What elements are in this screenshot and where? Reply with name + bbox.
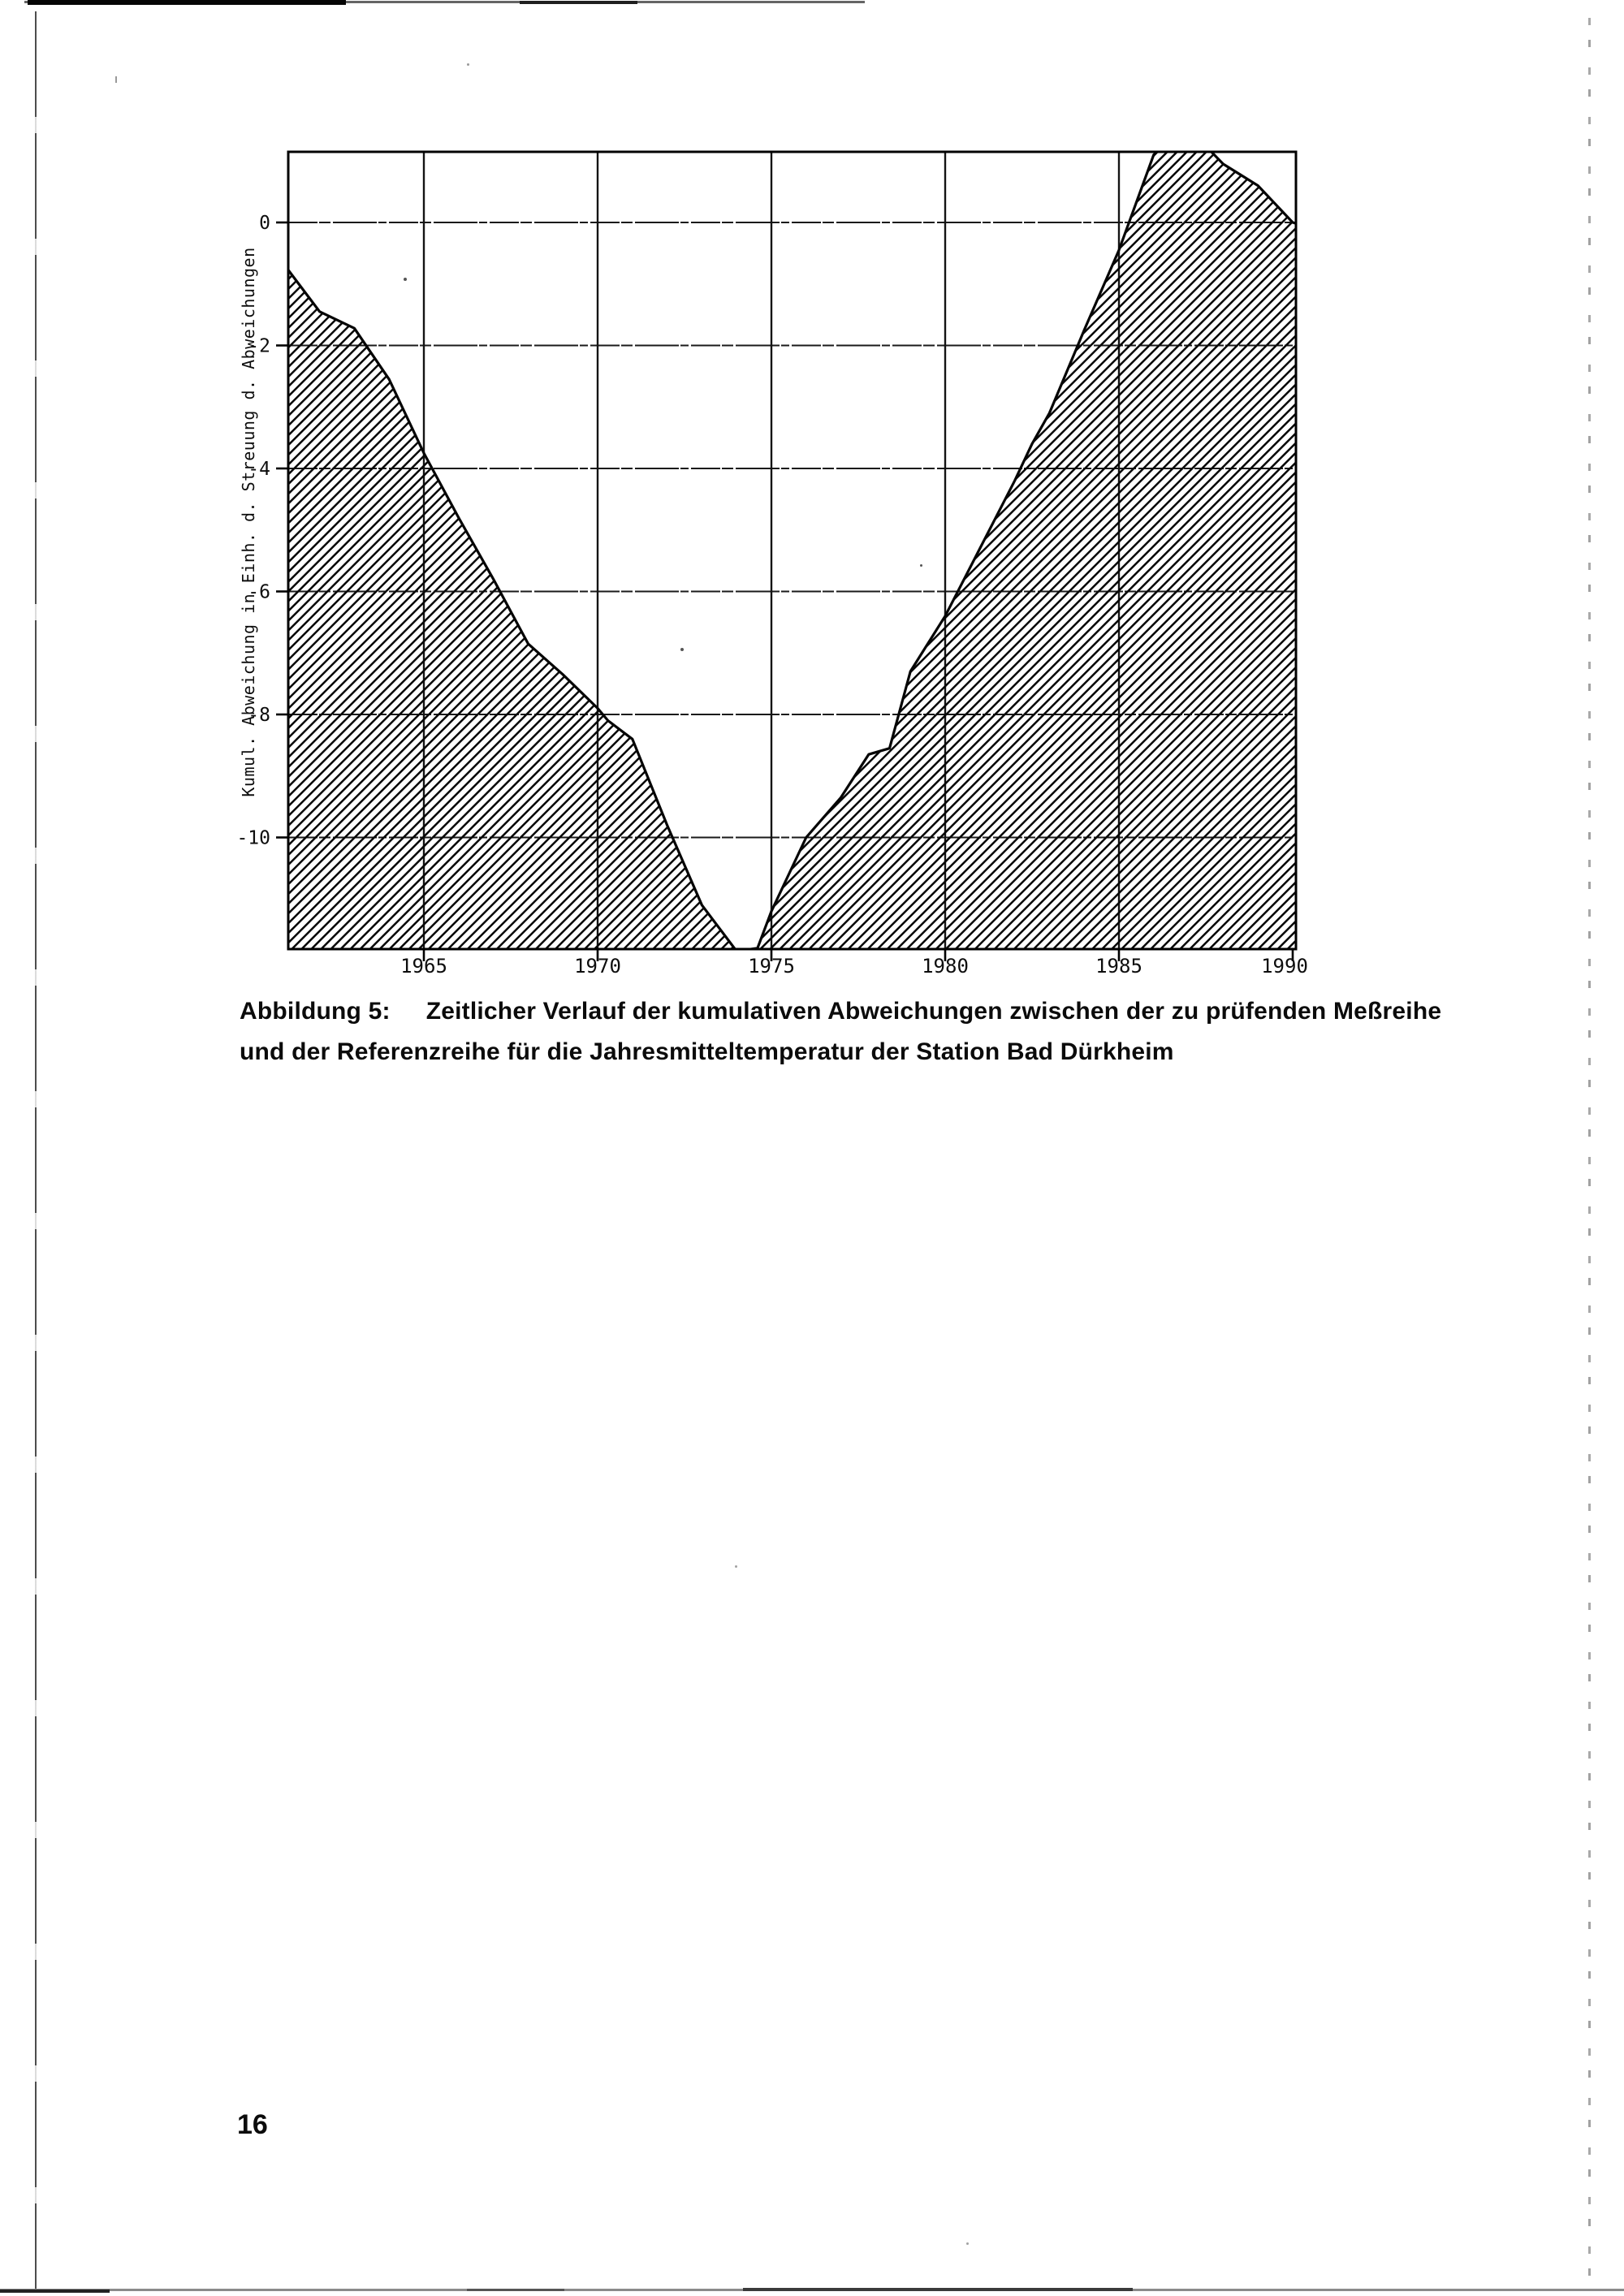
y-axis-title: Kumul. Abweichung in Einh. d. Streuung d… (239, 247, 258, 796)
x-tick-label: 1965 (400, 955, 447, 978)
tick-labels: 1965 1970 1975 1980 1985 1990 0 -2 -4 -6 -8 -10 (236, 213, 1307, 978)
figure-caption-line-2: und der Referenzreihe für die Jahresmitt… (240, 1038, 1174, 1065)
y-tick-label: -8 (248, 705, 270, 726)
y-tick-label: -4 (248, 459, 270, 480)
y-tick-label: 0 (259, 213, 270, 234)
tick-marks (276, 221, 1294, 961)
y-tick-label: -10 (236, 828, 270, 849)
page-number: 16 (237, 2109, 268, 2140)
y-tick-label: -6 (248, 582, 270, 603)
x-tick-label: 1975 (748, 955, 795, 978)
x-tick-label: 1970 (574, 955, 621, 978)
figure-caption-label: Abbildung 5: (240, 998, 391, 1025)
plot-frame (287, 150, 1298, 951)
figure-caption: Abbildung 5: Zeitlicher Verlauf der kumul… (240, 991, 1522, 1072)
figure-caption-line-1: Abbildung 5: Zeitlicher Verlauf der kumul… (240, 991, 1522, 1032)
y-tick-label: -2 (248, 336, 270, 357)
figure-caption-text: Zeitlicher Verlauf der kumulativen Abwei… (425, 998, 1442, 1025)
x-tick-label: 1990 (1261, 955, 1308, 978)
deviation-area-hatched (288, 152, 1296, 949)
x-tick-label: 1985 (1095, 955, 1142, 978)
x-tick-label: 1980 (922, 955, 969, 978)
